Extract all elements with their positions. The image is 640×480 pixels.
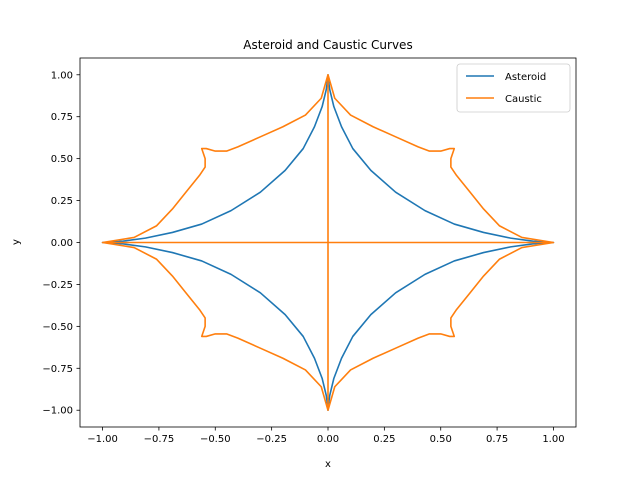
y-tick-label: 0.50: [51, 154, 73, 165]
y-tick-label: 0.00: [51, 238, 73, 249]
y-axis: −1.00 −0.75 −0.50 −0.25 0.00 0.25 0.50 0.75 1.00: [42, 70, 80, 417]
y-tick-label: 1.00: [51, 70, 73, 81]
x-tick-label: 0.00: [317, 434, 339, 445]
chart-title: Asteroid and Caustic Curves: [243, 38, 412, 52]
x-tick-label: 0.25: [373, 434, 395, 445]
legend-label-asteroid: Asteroid: [505, 72, 546, 83]
x-tick-label: −0.25: [256, 434, 287, 445]
x-tick-label: 0.50: [430, 434, 452, 445]
y-axis-label: y: [11, 239, 22, 245]
y-tick-label: 0.75: [51, 112, 73, 123]
x-tick-label: 1.00: [542, 434, 564, 445]
series-layer: [101, 73, 555, 412]
x-axis: −1.00 −0.75 −0.50 −0.25 0.00 0.25 0.50 0.75 1.00: [87, 427, 565, 445]
x-tick-label: −0.75: [144, 434, 175, 445]
x-axis-label: x: [325, 459, 331, 470]
x-tick-label: 0.75: [486, 434, 508, 445]
legend: Asteroid Caustic: [456, 63, 571, 113]
legend-label-caustic: Caustic: [505, 94, 542, 105]
y-tick-label: −0.25: [42, 280, 73, 291]
x-tick-label: −0.50: [200, 434, 231, 445]
y-tick-label: −0.50: [42, 322, 73, 333]
x-tick-label: −1.00: [87, 434, 118, 445]
y-tick-label: −0.75: [42, 364, 73, 375]
y-tick-label: 0.25: [51, 196, 73, 207]
series-line-caustic: [101, 73, 555, 412]
y-tick-label: −1.00: [42, 406, 73, 417]
